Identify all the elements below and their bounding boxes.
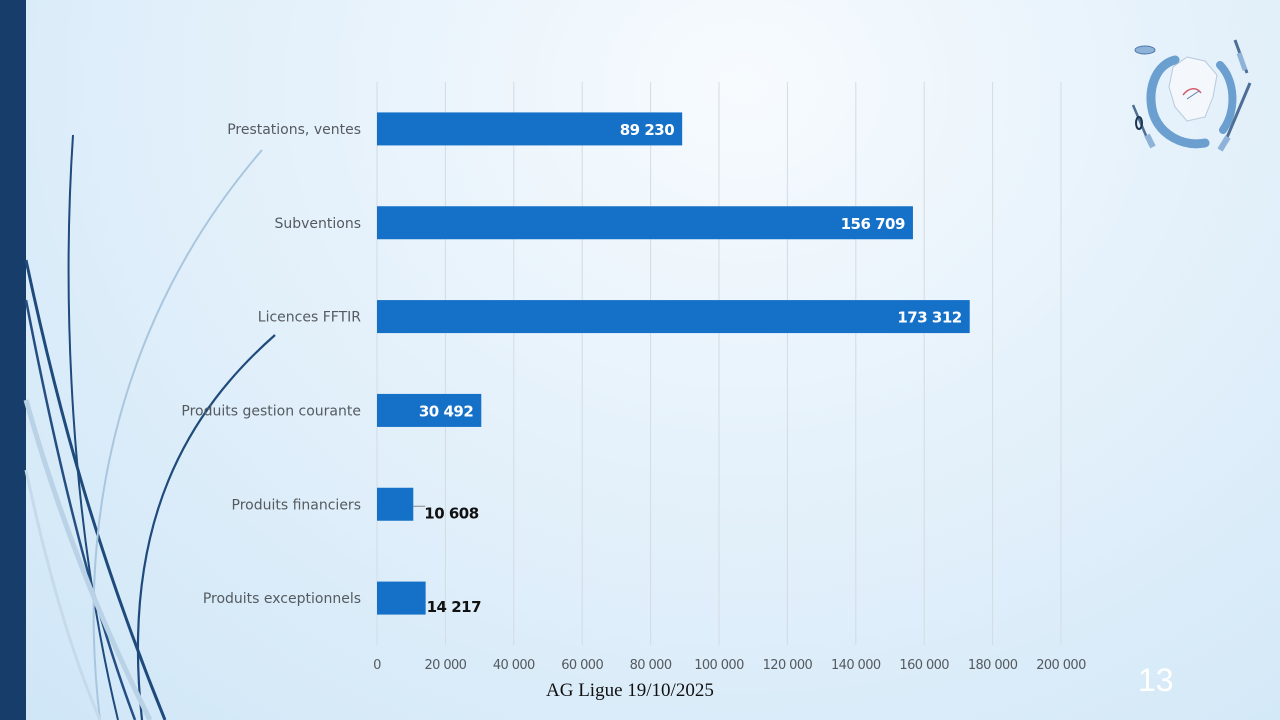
category-label: Produits gestion courante	[181, 403, 361, 419]
value-label: 14 217	[427, 598, 481, 616]
grid-lines	[376, 82, 1062, 645]
bar	[377, 206, 913, 240]
federation-logo	[1131, 39, 1252, 152]
bar	[377, 581, 426, 615]
category-label: Produits financiers	[232, 497, 362, 513]
category-label: Produits exceptionnels	[203, 591, 361, 607]
x-tick-label: 60 000	[561, 658, 603, 673]
x-tick-label: 0	[373, 658, 381, 673]
page-number: 13	[1138, 662, 1174, 698]
category-labels: Prestations, ventes Subventions Licences F…	[181, 122, 361, 607]
decorative-curves	[23, 134, 276, 720]
x-tick-label: 140 000	[831, 658, 881, 673]
x-tick-label: 160 000	[899, 658, 949, 673]
category-label: Prestations, ventes	[227, 122, 361, 138]
value-label: 156 709	[841, 215, 905, 233]
value-label: 173 312	[897, 309, 961, 327]
value-labels: 89 230 156 709 173 312 30 492 10 608 14 217	[413, 121, 962, 616]
x-tick-label: 180 000	[968, 658, 1018, 673]
x-tick-label: 80 000	[630, 658, 672, 673]
category-label: Subventions	[274, 216, 361, 232]
bar	[377, 300, 970, 334]
x-tick-labels: 0 20 000 40 000 60 000 80 000 100 000 120 000 1…	[373, 658, 1087, 673]
category-label: Licences FFTIR	[258, 310, 361, 326]
x-tick-label: 40 000	[493, 658, 535, 673]
left-accent-bar	[0, 0, 26, 720]
x-tick-label: 200 000	[1036, 658, 1086, 673]
value-label: 89 230	[620, 121, 674, 139]
x-tick-label: 100 000	[694, 658, 744, 673]
footer-text: AG Ligue 19/10/2025	[546, 680, 714, 701]
x-tick-label: 20 000	[424, 658, 466, 673]
bar	[377, 112, 683, 146]
x-tick-label: 120 000	[763, 658, 813, 673]
bar	[377, 487, 414, 521]
value-label: 10 608	[424, 504, 478, 522]
value-label: 30 492	[419, 402, 473, 420]
bars	[377, 112, 970, 615]
bar	[377, 393, 482, 427]
